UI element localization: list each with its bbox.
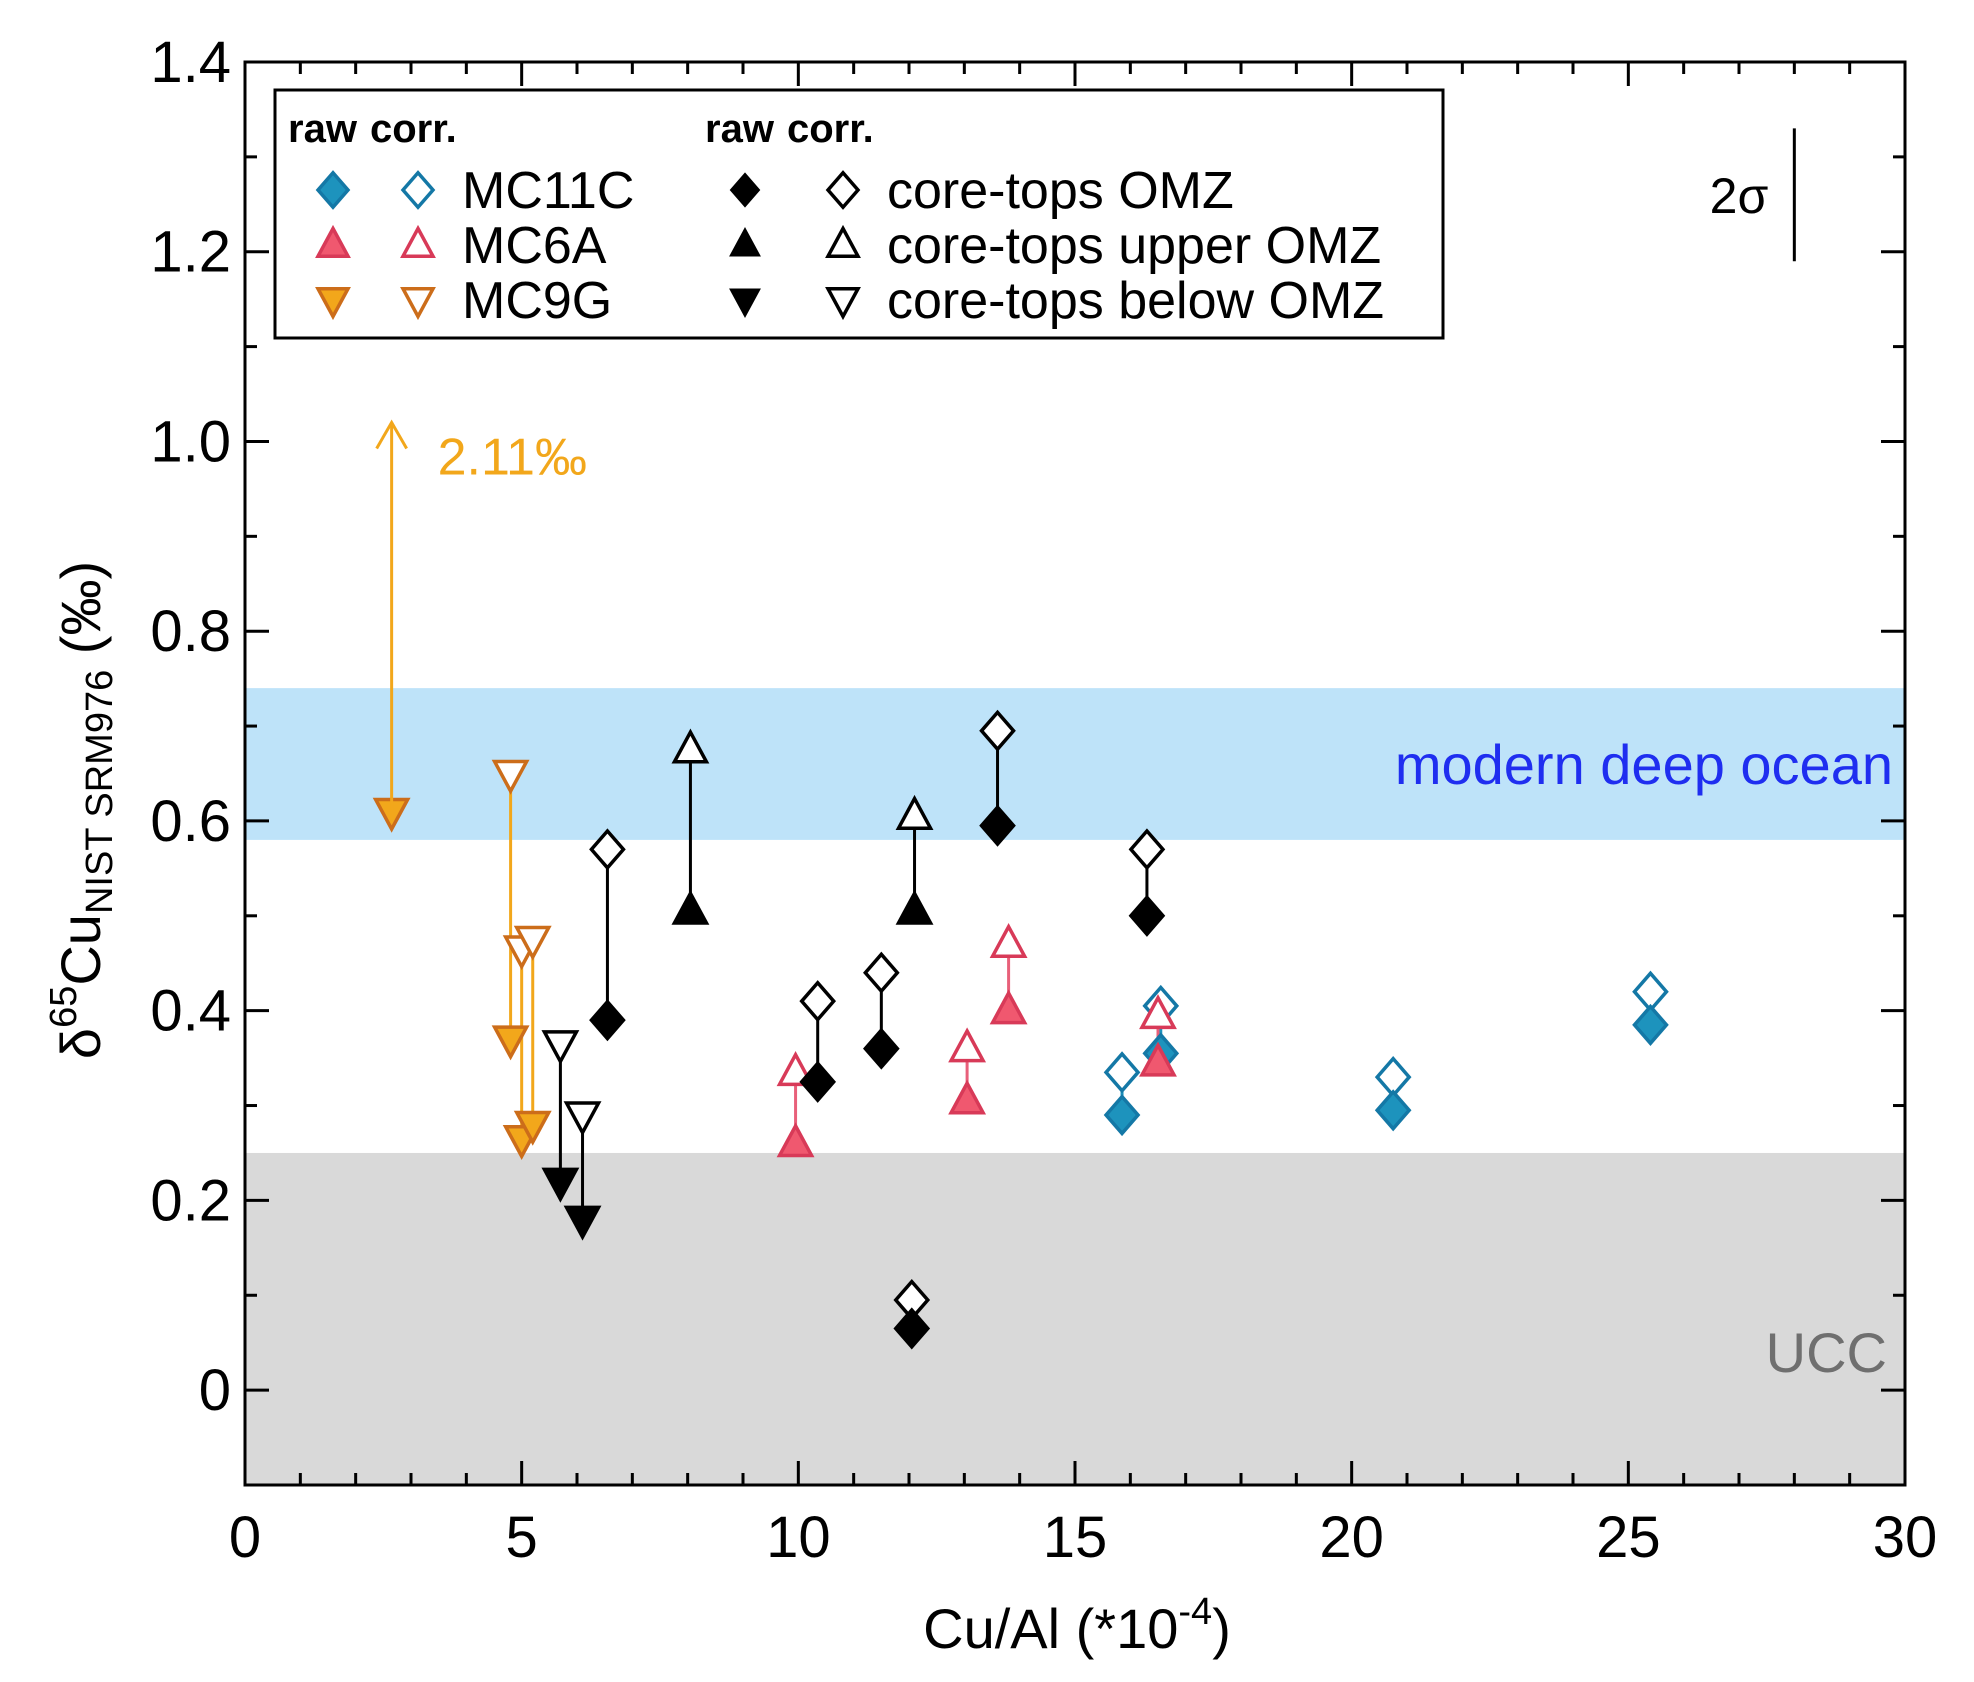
- core-tops-below-omz-corr-marker: [563, 1101, 602, 1137]
- core-tops-omz-raw-marker: [799, 1060, 837, 1103]
- core-tops-omz-raw-marker: [893, 1307, 931, 1350]
- core-tops-upper-omz-raw-marker: [671, 889, 710, 925]
- x-tick-label: 15: [1043, 1505, 1108, 1570]
- mc11c-raw-marker: [1632, 1003, 1669, 1046]
- core-tops-upper-omz-corr-marker: [895, 794, 934, 830]
- legend-header-corr-right: corr.: [787, 107, 874, 151]
- y-axis-title: δ65CuNIST SRM976 (‰): [43, 561, 121, 1059]
- y-tick-label: 0.4: [150, 979, 231, 1044]
- mc11c-legend-raw-marker: [315, 170, 351, 210]
- data-markers: [372, 709, 1669, 1350]
- core-tops-upper-omz-legend-corr-marker: [825, 224, 861, 258]
- x-tick-label: 5: [506, 1505, 538, 1570]
- x-axis-title: Cu/Al (*10-4): [923, 1591, 1231, 1660]
- ucc-band: [245, 1152, 1905, 1485]
- core-tops-omz-corr-marker: [589, 828, 626, 871]
- core-tops-below-omz-legend-raw-marker: [729, 288, 761, 318]
- x-tick-label: 10: [766, 1505, 831, 1570]
- core-tops-upper-omz-corr-marker: [671, 728, 710, 764]
- modern-deep-ocean-label: modern deep ocean: [1395, 733, 1893, 796]
- x-tick-label: 30: [1873, 1505, 1938, 1570]
- mc9g-raw-marker: [491, 1025, 530, 1061]
- core-tops-omz-corr-marker: [863, 951, 900, 994]
- core-tops-omz-legend-corr-marker: [825, 170, 861, 210]
- mc6a-corr-marker: [948, 1027, 987, 1063]
- legend-label-core-tops-upper-omz: core-tops upper OMZ: [887, 217, 1381, 275]
- core-tops-omz-legend-raw-marker: [729, 172, 761, 208]
- y-tick-label: 0: [199, 1358, 231, 1423]
- offscale-arrow-head: [375, 419, 408, 450]
- mc11c-raw-marker: [1374, 1089, 1412, 1132]
- mc6a-raw-marker: [948, 1079, 987, 1115]
- core-tops-below-omz-raw-marker: [541, 1167, 580, 1203]
- mc9g-legend-raw-marker: [315, 287, 351, 321]
- bands: modern deep ocean UCC: [245, 688, 1905, 1485]
- x-tick-label: 0: [229, 1505, 261, 1570]
- core-tops-omz-corr-marker: [1128, 828, 1166, 871]
- mc6a-raw-marker: [1139, 1041, 1177, 1077]
- mc6a-legend-corr-marker: [400, 224, 436, 258]
- mc6a-raw-marker: [989, 989, 1028, 1025]
- offscale-arrow-label: 2.11‰: [438, 428, 587, 486]
- mc9g-corr-marker: [513, 925, 552, 961]
- two-sigma-label: 2σ: [1710, 168, 1769, 224]
- legend: raw corr. raw corr. MC11C MC6A MC9G core…: [273, 88, 1445, 340]
- core-tops-omz-raw-marker: [979, 804, 1016, 847]
- core-tops-omz-raw-marker: [863, 1027, 900, 1070]
- legend-label-mc11c: MC11C: [462, 162, 634, 220]
- mc6a-corr-marker: [776, 1051, 815, 1087]
- annotations: 2.11‰ 2σ: [375, 128, 1796, 812]
- mc6a-corr-marker: [1139, 994, 1177, 1030]
- y-tick-label: 0.6: [150, 789, 231, 854]
- legend-label-mc6a: MC6A: [462, 217, 607, 275]
- legend-label-core-tops-below-omz: core-tops below OMZ: [887, 272, 1384, 330]
- core-tops-below-omz-corr-marker: [541, 1030, 580, 1066]
- legend-markers: [315, 170, 861, 321]
- core-tops-below-omz-legend-corr-marker: [825, 287, 861, 321]
- legend-label-core-tops-omz: core-tops OMZ: [887, 162, 1234, 220]
- legend-label-mc9g: MC9G: [462, 272, 612, 330]
- mc6a-legend-raw-marker: [315, 224, 351, 258]
- legend-header-raw-left: raw: [288, 107, 358, 151]
- mc6a-corr-marker: [989, 922, 1028, 959]
- legend-header-corr-left: corr.: [370, 107, 457, 151]
- axis-ticks: 0 5 10 15 20 25 30 0 0.2 0.4 0.6 0.8 1.0 1.2 1.4: [150, 30, 1937, 1570]
- core-tops-below-omz-raw-marker: [563, 1205, 602, 1241]
- core-tops-upper-omz-legend-raw-marker: [729, 227, 761, 257]
- y-tick-label: 1.2: [150, 220, 231, 285]
- core-tops-omz-raw-marker: [1128, 894, 1166, 937]
- core-tops-omz-corr-marker: [979, 709, 1016, 752]
- y-tick-label: 0.8: [150, 599, 231, 664]
- mc11c-raw-marker: [1103, 1093, 1141, 1137]
- y-tick-label: 1.0: [150, 409, 231, 474]
- y-tick-label: 0.2: [150, 1168, 231, 1233]
- x-tick-label: 20: [1319, 1505, 1384, 1570]
- mc11c-legend-corr-marker: [400, 170, 436, 210]
- mc11c-corr-marker: [1103, 1051, 1141, 1094]
- mc9g-raw-marker: [513, 1110, 552, 1146]
- mc9g-legend-corr-marker: [400, 287, 436, 321]
- core-tops-omz-corr-marker: [799, 980, 837, 1023]
- legend-header-raw-right: raw: [705, 107, 775, 151]
- x-tick-label: 25: [1596, 1505, 1661, 1570]
- mc6a-raw-marker: [776, 1122, 815, 1158]
- ucc-label: UCC: [1766, 1321, 1887, 1384]
- y-tick-label: 1.4: [150, 30, 231, 95]
- mc9g-corr-marker: [491, 759, 530, 795]
- core-tops-omz-raw-marker: [589, 999, 626, 1042]
- core-tops-upper-omz-raw-marker: [895, 889, 934, 925]
- legend-box: [273, 88, 1445, 340]
